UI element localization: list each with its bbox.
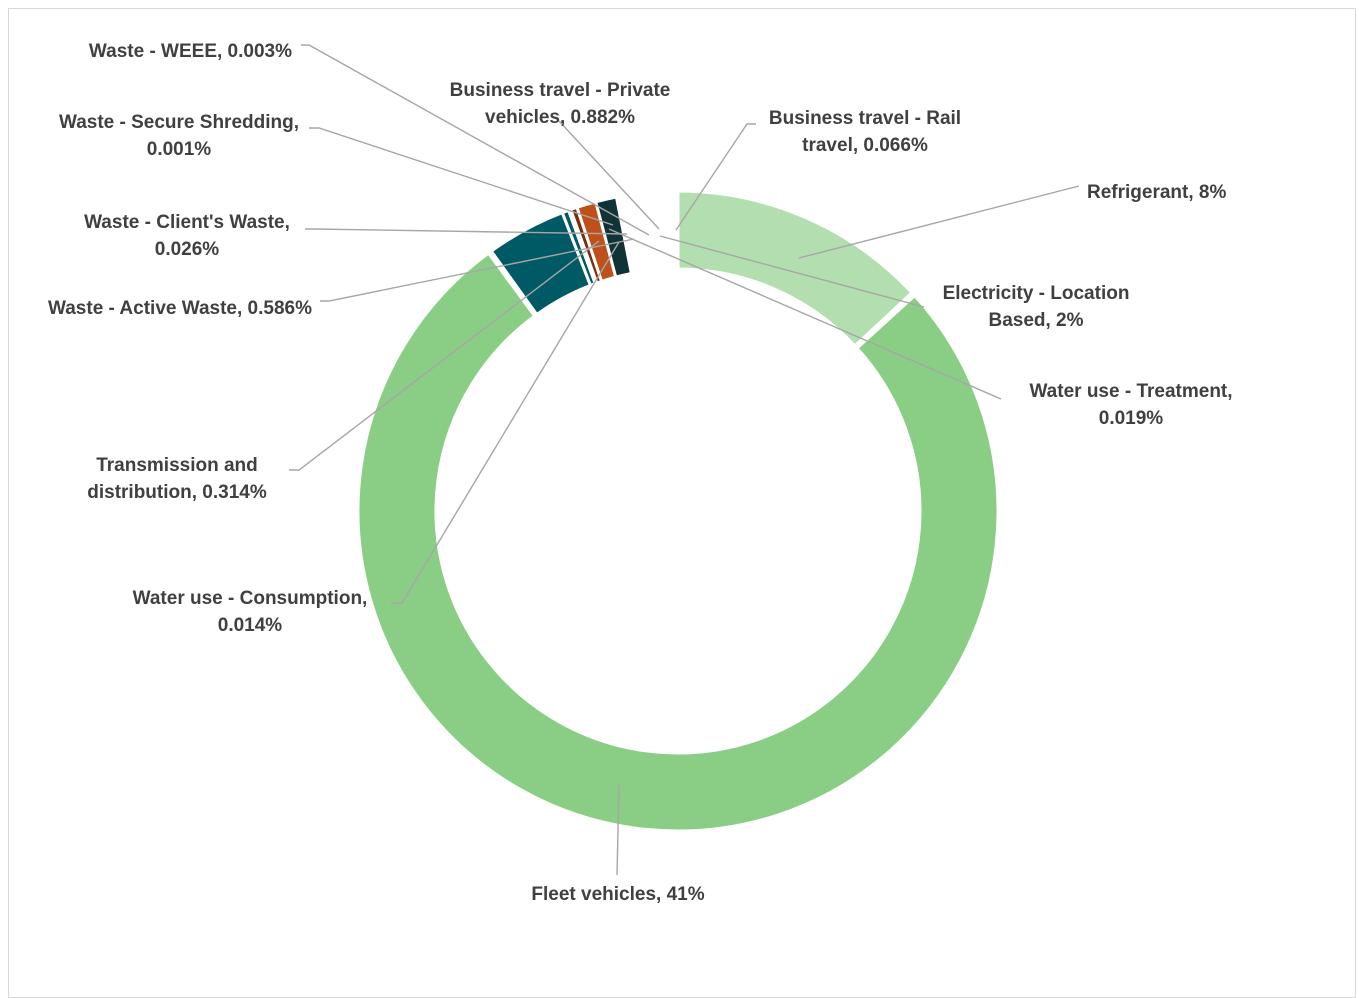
- data-label-refrigerant: Refrigerant, 8%: [1087, 182, 1226, 203]
- leader-line-waste-weee: [301, 44, 650, 236]
- data-label-business-travel-private-vehicles: Business travel - Private vehicles, 0.882…: [450, 80, 671, 128]
- slice-refrigerant: [676, 189, 915, 349]
- data-label-electricity-location-based: Electricity - Location Based, 2%: [943, 283, 1130, 331]
- data-label-waste-client-s-waste: Waste - Client's Waste, 0.026%: [84, 212, 290, 260]
- data-label-waste-secure-shredding: Waste - Secure Shredding, 0.001%: [59, 112, 299, 160]
- slice-fleet-vehicles: [356, 251, 1000, 833]
- leader-line-electricity-location-based: [659, 235, 925, 308]
- data-label-transmission-and-distribution: Transmission and distribution, 0.314%: [87, 455, 267, 503]
- data-label-water-use-treatment: Water use - Treatment, 0.019%: [1029, 381, 1232, 429]
- leader-line-fleet-vehicles: [616, 784, 620, 876]
- leader-line-waste-client-s-waste: [305, 228, 628, 235]
- leader-line-waste-active-waste: [320, 238, 635, 302]
- leader-line-water-use-treatment: [608, 228, 1002, 400]
- data-label-business-travel-rail-travel: Business travel - Rail travel, 0.066%: [769, 108, 961, 156]
- data-label-water-use-consumption: Water use - Consumption, 0.014%: [133, 588, 368, 636]
- data-label-fleet-vehicles: Fleet vehicles, 41%: [531, 884, 704, 905]
- donut-chart: Refrigerant, 8% Electricity - Location Bas…: [48, 41, 1233, 905]
- leader-line-business-travel-rail-travel: [675, 123, 756, 231]
- leader-line-business-travel-private-vehicles: [558, 120, 660, 230]
- leader-line-water-use-consumption: [391, 241, 620, 604]
- data-label-waste-weee: Waste - WEEE, 0.003%: [89, 41, 292, 62]
- data-label-waste-active-waste: Waste - Active Waste, 0.586%: [48, 298, 312, 319]
- slice-business-travel-rail-travel: [593, 195, 634, 279]
- leader-line-refrigerant: [798, 185, 1080, 259]
- leader-line-transmission-and-distribution: [289, 240, 600, 471]
- leader-line-waste-secure-shredding: [309, 127, 614, 226]
- chart-area: Refrigerant, 8% Electricity - Location Bas…: [8, 8, 1356, 998]
